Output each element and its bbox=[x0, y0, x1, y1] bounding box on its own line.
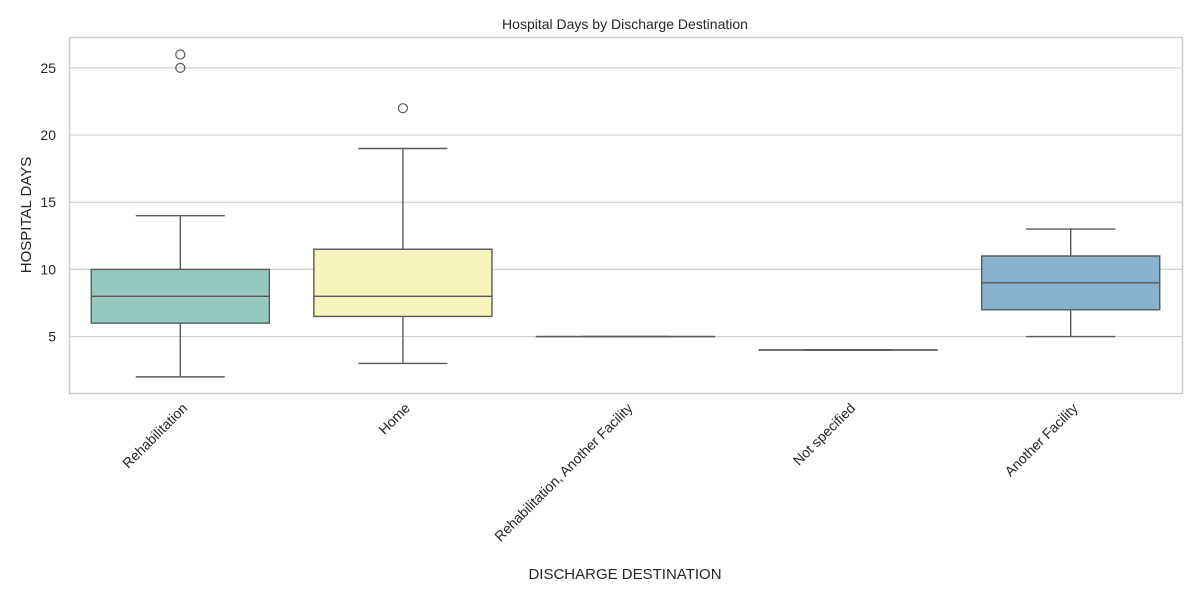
y-tick-label: 5 bbox=[48, 329, 56, 345]
x-tick-label: Not specified bbox=[790, 400, 859, 469]
outlier-point bbox=[176, 50, 185, 59]
x-tick-label: Home bbox=[375, 400, 413, 438]
outlier-point bbox=[398, 104, 407, 113]
y-tick-label: 25 bbox=[40, 60, 56, 76]
x-tick-label: Rehabilitation, Another Facility bbox=[491, 400, 635, 544]
box-iqr bbox=[314, 249, 492, 316]
x-ticks: Rehabilitation Home Rehabilitation, Anothe… bbox=[119, 400, 1081, 545]
y-ticks: 5 10 15 20 25 bbox=[40, 60, 56, 345]
y-tick-label: 10 bbox=[40, 261, 56, 277]
chart-title: Hospital Days by Discharge Destination bbox=[502, 16, 748, 32]
y-tick-label: 20 bbox=[40, 127, 56, 143]
x-axis-label: DISCHARGE DESTINATION bbox=[528, 566, 721, 583]
y-axis-label: HOSPITAL DAYS bbox=[18, 157, 35, 273]
x-tick-label: Another Facility bbox=[1001, 400, 1081, 480]
boxes bbox=[91, 50, 1159, 377]
x-tick-label: Rehabilitation bbox=[119, 400, 190, 471]
plot-frame bbox=[70, 38, 1183, 394]
y-tick-label: 15 bbox=[40, 194, 56, 210]
